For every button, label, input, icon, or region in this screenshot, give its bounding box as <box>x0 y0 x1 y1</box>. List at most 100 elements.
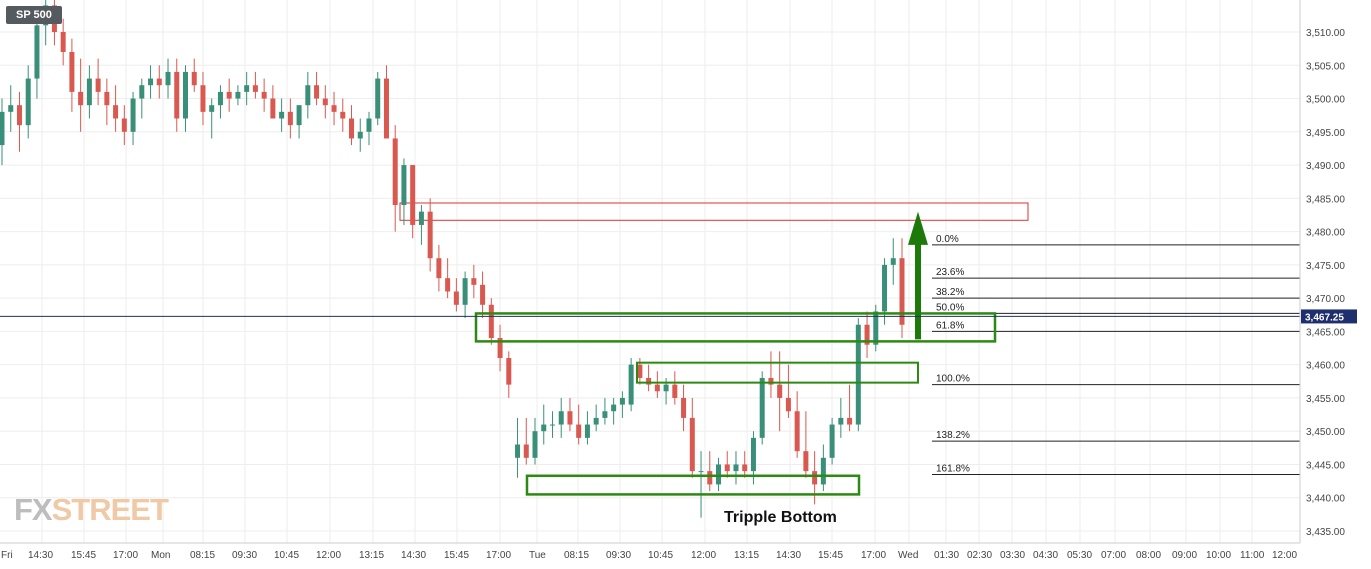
candle-body <box>654 384 660 392</box>
candle-body <box>759 377 765 438</box>
fib-label: 38.2% <box>936 287 964 298</box>
candle-body <box>261 91 267 99</box>
candle-body <box>226 91 232 99</box>
candle-body <box>191 71 197 86</box>
candle-body <box>86 78 92 106</box>
candle-body <box>410 165 416 225</box>
x-tick-label: 17:00 <box>113 550 138 561</box>
candle-body <box>549 424 555 426</box>
candle-body <box>383 78 389 139</box>
candle-body <box>217 91 223 106</box>
fib-label: 61.8% <box>936 320 964 331</box>
x-tick-label: 15:45 <box>818 550 843 561</box>
x-tick-label: 02:30 <box>967 550 992 561</box>
last-price-label: 3,467.25 <box>1305 312 1344 323</box>
plot-background <box>0 0 1300 543</box>
fib-label: 138.2% <box>936 430 970 441</box>
candle-body <box>506 358 512 385</box>
candle-body <box>541 424 547 432</box>
candle-body <box>445 278 451 292</box>
candle-body <box>838 417 844 425</box>
x-tick-label: 10:00 <box>1206 550 1231 561</box>
candle-body <box>672 384 678 398</box>
x-tick-label: 13:15 <box>359 550 384 561</box>
fxstreet-logo: FXSTREET <box>14 492 169 528</box>
candle-body <box>628 364 634 405</box>
fib-label: 50.0% <box>936 302 964 313</box>
x-tick-label: 04:30 <box>1033 550 1058 561</box>
candle-body <box>156 78 162 86</box>
y-tick-label: 3,495.00 <box>1306 128 1345 139</box>
candle-body <box>209 105 215 112</box>
candle-body <box>567 411 573 425</box>
candle-body <box>733 464 739 472</box>
candle-body <box>602 411 608 418</box>
y-tick-label: 3,480.00 <box>1306 228 1345 239</box>
x-tick-label: 01:30 <box>934 550 959 561</box>
fib-label: 100.0% <box>936 374 970 385</box>
candle-body <box>34 25 40 79</box>
x-tick-label: 08:15 <box>564 550 589 561</box>
candle-body <box>182 71 188 119</box>
candle-body <box>95 78 101 92</box>
x-tick-label: 15:45 <box>71 550 96 561</box>
x-tick-label: 14:30 <box>28 550 53 561</box>
candle-body <box>314 85 320 99</box>
candle-body <box>864 324 870 345</box>
candle-body <box>515 444 521 458</box>
candle-body <box>558 411 564 425</box>
y-tick-label: 3,470.00 <box>1306 294 1345 305</box>
candle-body <box>16 105 22 126</box>
candle-body <box>174 71 180 119</box>
candle-body <box>785 397 791 412</box>
candle-body <box>593 417 599 425</box>
last-price-tag <box>1301 309 1357 324</box>
x-tick-label: 12:00 <box>1272 550 1297 561</box>
candle-body <box>200 85 206 112</box>
range-box-middle <box>636 361 919 384</box>
y-tick-label: 3,465.00 <box>1306 327 1345 338</box>
candle-body <box>829 424 835 458</box>
candle-body <box>698 471 704 473</box>
x-tick-label: 03:30 <box>1000 550 1025 561</box>
x-tick-label: 13:15 <box>734 550 759 561</box>
y-tick-label: 3,485.00 <box>1306 194 1345 205</box>
x-tick-label: 09:30 <box>606 550 631 561</box>
candle-body <box>427 211 433 259</box>
y-tick-label: 3,490.00 <box>1306 161 1345 172</box>
candle-body <box>60 32 66 52</box>
candle-body <box>750 437 756 472</box>
y-tick-label: 3,510.00 <box>1306 28 1345 39</box>
candle-body <box>349 118 355 139</box>
candle-body <box>78 91 84 106</box>
candle-body <box>104 91 110 106</box>
candle-body <box>244 85 250 92</box>
x-tick-label: Wed <box>898 550 918 561</box>
candle-body <box>663 384 669 392</box>
x-tick-label: 15:45 <box>444 550 469 561</box>
candle-body <box>252 85 258 92</box>
y-tick-label: 3,455.00 <box>1306 394 1345 405</box>
candle-body <box>471 278 477 285</box>
candle-body <box>576 424 582 438</box>
x-tick-label: Mon <box>151 550 170 561</box>
candle-body <box>890 258 896 265</box>
candle-body <box>113 105 119 119</box>
candle-body <box>305 85 311 106</box>
tripple-bottom-box <box>525 474 861 496</box>
candle-body <box>130 98 136 132</box>
tripple-bottom-label: Tripple Bottom <box>724 509 837 526</box>
candle-body <box>794 411 800 452</box>
candle-body <box>165 71 171 86</box>
x-tick-label: 12:00 <box>691 550 716 561</box>
candle-body <box>523 444 529 458</box>
y-tick-label: 3,445.00 <box>1306 460 1345 471</box>
candle-body <box>847 417 853 425</box>
candle-body <box>235 91 241 99</box>
x-tick-label: Fri <box>1 550 13 561</box>
x-tick-label: 07:00 <box>1101 550 1126 561</box>
candle-body <box>768 377 774 385</box>
candle-body <box>611 404 617 412</box>
candle-body <box>855 324 861 425</box>
